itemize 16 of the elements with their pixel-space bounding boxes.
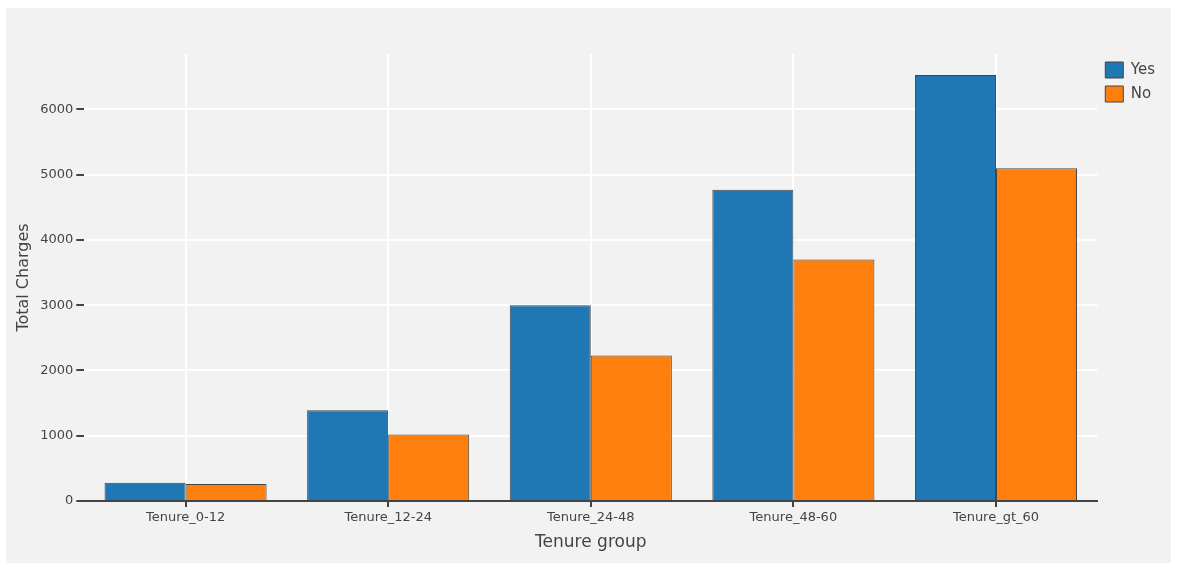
legend-label: Yes — [1129, 59, 1156, 78]
y-tick-label: 0 — [65, 492, 74, 508]
x-tick-label: Tenure_24-48 — [546, 509, 635, 525]
legend-label: No — [1130, 83, 1152, 102]
x-axis-title: Tenure group — [534, 531, 647, 552]
y-tick-label: 6000 — [40, 100, 74, 116]
y-tick-label: 3000 — [40, 296, 74, 312]
y-tick-label: 5000 — [40, 166, 74, 182]
y-tick-label: 4000 — [40, 231, 74, 247]
y-tick-label: 1000 — [40, 427, 74, 443]
x-tick-label: Tenure_48-60 — [748, 509, 838, 525]
x-tick-label: Tenure_12-24 — [343, 509, 432, 525]
y-axis-title: Total Charges — [12, 223, 32, 333]
y-tick-label: 2000 — [40, 361, 74, 377]
x-tick-label: Tenure_gt_60 — [951, 509, 1040, 525]
x-tick-label: Tenure_0-12 — [144, 509, 226, 525]
